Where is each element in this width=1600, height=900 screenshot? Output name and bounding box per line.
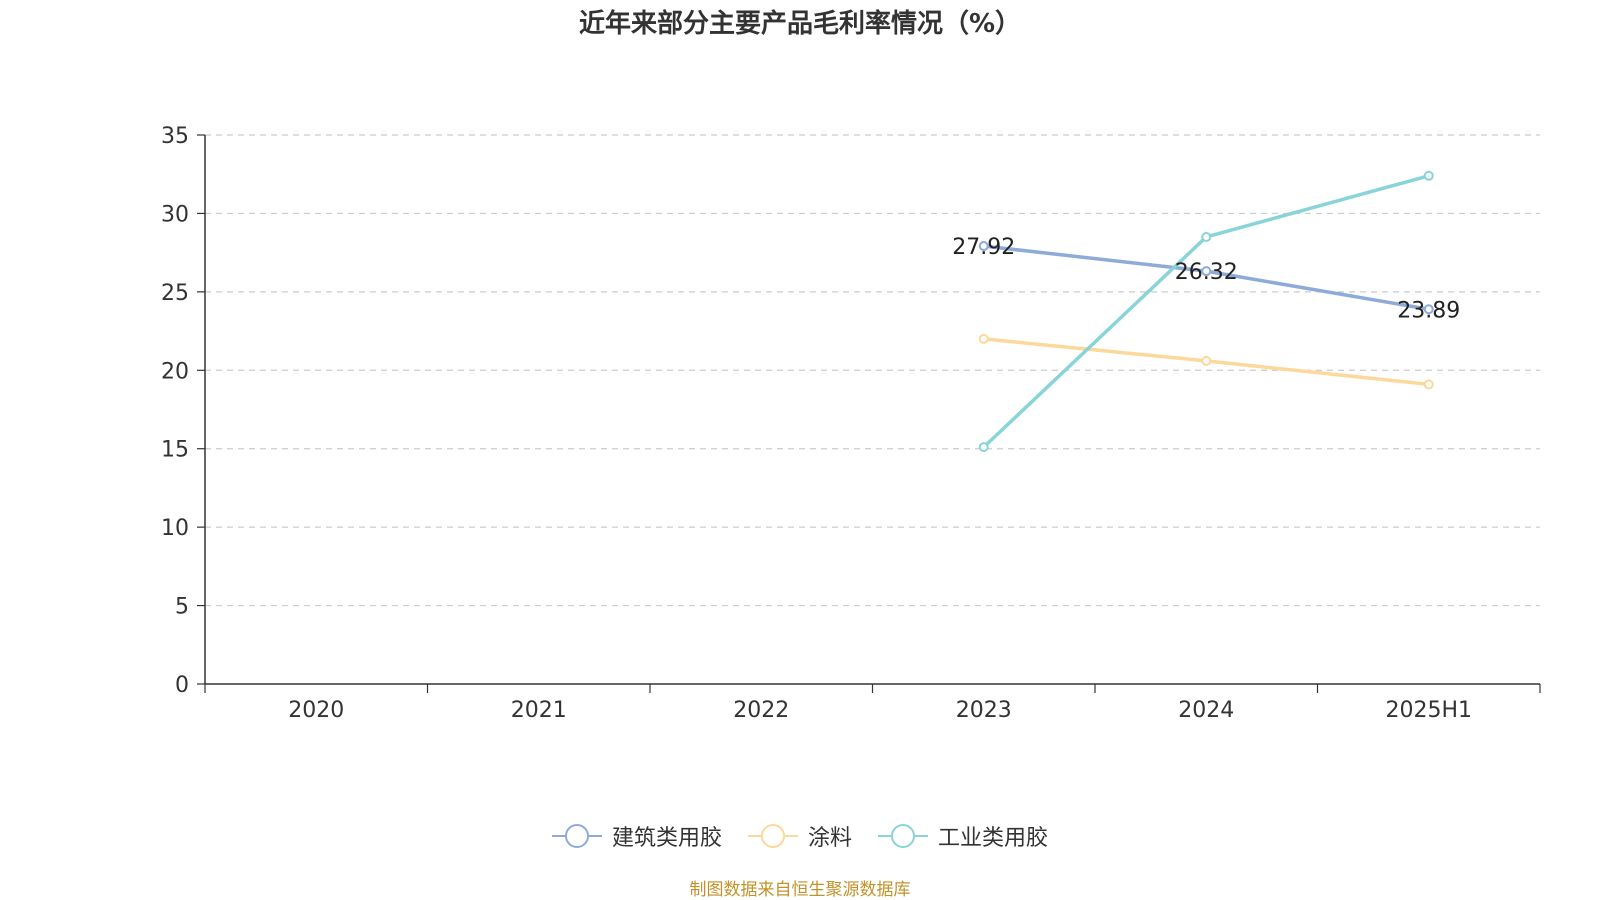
legend-label: 涂料 xyxy=(807,826,852,851)
legend-item[interactable]: 工业类用胶 xyxy=(878,820,1048,852)
legend-marker-icon xyxy=(747,823,798,849)
x-tick-label: 2022 xyxy=(733,698,789,723)
data-point xyxy=(978,241,989,252)
y-tick-label: 10 xyxy=(161,516,189,541)
data-point xyxy=(1423,304,1434,315)
data-point xyxy=(1423,170,1434,181)
legend-item[interactable]: 建筑类用胶 xyxy=(551,820,722,852)
legend: 建筑类用胶 涂料 工业类用胶 xyxy=(0,820,1600,852)
data-labels: 27.92 26.32 23.89 xyxy=(952,235,1460,323)
y-tick-label: 35 xyxy=(161,124,189,149)
legend-marker-icon xyxy=(551,823,602,849)
legend-label: 工业类用胶 xyxy=(938,826,1049,851)
series-group xyxy=(978,170,1434,453)
data-point xyxy=(978,442,989,453)
data-point xyxy=(1201,355,1212,366)
axes: 0 5 10 15 20 25 30 35 2020 2021 2022 2023 2024 2025H1 xyxy=(161,124,1541,723)
y-tick-label: 15 xyxy=(161,438,189,463)
legend-label: 建筑类用胶 xyxy=(611,826,722,851)
y-tick-label: 25 xyxy=(161,281,189,306)
legend-marker-icon xyxy=(878,823,928,849)
x-tick-label: 2025H1 xyxy=(1385,698,1472,723)
grid-lines xyxy=(205,134,1540,607)
chart-title: 近年来部分主要产品毛利率情况（%） xyxy=(578,9,1022,39)
y-tick-label: 20 xyxy=(161,359,189,384)
y-tick-label: 0 xyxy=(175,673,189,698)
legend-item[interactable]: 涂料 xyxy=(747,820,852,852)
x-tick-label: 2021 xyxy=(511,698,567,723)
data-point xyxy=(1201,231,1212,242)
data-point xyxy=(1423,379,1434,390)
data-point xyxy=(1201,266,1212,277)
x-tick-label: 2023 xyxy=(956,698,1012,723)
data-source-note: 制图数据来自恒生聚源数据库 xyxy=(689,880,911,900)
y-tick-label: 5 xyxy=(175,595,189,620)
data-label: 23.89 xyxy=(1397,298,1460,323)
y-tick-label: 30 xyxy=(161,202,189,227)
series-line xyxy=(982,174,1430,449)
data-point xyxy=(978,333,989,344)
x-tick-label: 2024 xyxy=(1178,698,1234,723)
data-label: 27.92 xyxy=(952,235,1015,260)
x-tick-label: 2020 xyxy=(288,698,344,723)
data-label: 26.32 xyxy=(1175,260,1238,285)
